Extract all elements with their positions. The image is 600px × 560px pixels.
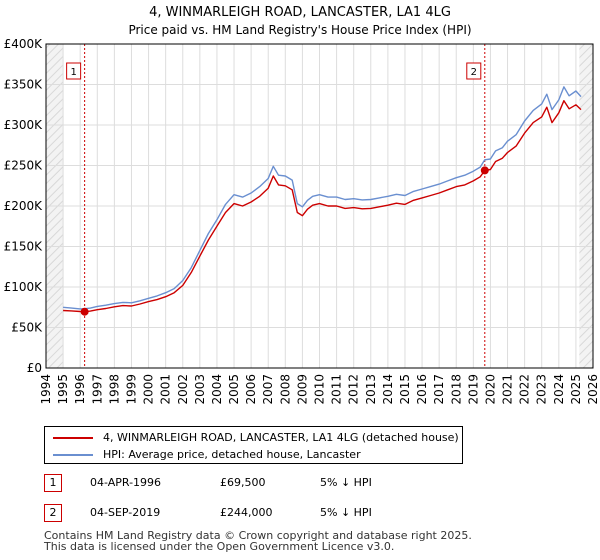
x-tick-label: 2025 <box>569 374 583 405</box>
legend-label-hpi: HPI: Average price, detached house, Lanc… <box>103 448 361 461</box>
x-tick-label: 2023 <box>535 374 549 405</box>
sale-price: £69,500 <box>220 476 266 489</box>
sale-price: £244,000 <box>220 506 273 519</box>
y-tick-label: £200K <box>4 199 44 213</box>
plot-frame <box>45 43 594 369</box>
x-tick-label: 2010 <box>313 374 327 405</box>
sale-marker-label: 2 <box>471 67 477 78</box>
chart-title: 4, WINMARLEIGH ROAD, LANCASTER, LA1 4LG <box>149 5 451 20</box>
price-chart: 4, WINMARLEIGH ROAD, LANCASTER, LA1 4LG … <box>4 5 600 405</box>
x-tick-label: 2007 <box>261 374 275 405</box>
x-tick-label: 1999 <box>124 374 138 405</box>
sale-row: 1 04-APR-1996 £69,500 5% ↓ HPI <box>44 474 584 494</box>
y-tick-label: £250K <box>4 159 44 173</box>
sale-hpi-diff: 5% ↓ HPI <box>320 506 372 519</box>
legend-swatch-property <box>53 437 93 439</box>
x-tick-label: 2014 <box>381 374 395 405</box>
x-tick-label: 2024 <box>552 374 566 405</box>
chart-subtitle: Price paid vs. HM Land Registry's House … <box>128 23 471 37</box>
x-tick-label: 2015 <box>398 374 412 405</box>
sale-number-badge: 2 <box>44 504 62 522</box>
sale-hpi-diff: 5% ↓ HPI <box>320 476 372 489</box>
sale-point <box>480 166 489 175</box>
y-tick-label: £300K <box>4 118 44 132</box>
y-tick-label: £150K <box>4 240 44 254</box>
x-tick-label: 2012 <box>347 374 361 405</box>
y-tick-label: £350K <box>4 78 44 92</box>
x-tick-label: 2013 <box>364 374 378 405</box>
sale-marker-label: 1 <box>70 67 76 78</box>
x-tick-label: 2004 <box>210 374 224 405</box>
x-tick-label: 2021 <box>501 374 515 405</box>
x-tick-label: 2011 <box>330 374 344 405</box>
x-tick-label: 2026 <box>586 374 600 405</box>
x-tick-label: 1996 <box>73 374 87 405</box>
y-tick-label: £100K <box>4 280 44 294</box>
sale-point <box>80 307 89 316</box>
y-tick-label: £400K <box>4 37 44 51</box>
sale-number-badge: 1 <box>44 474 62 492</box>
y-tick-label: £50K <box>11 321 43 335</box>
x-tick-label: 2020 <box>483 374 497 405</box>
hpi-line <box>63 86 582 310</box>
x-tick-label: 1994 <box>39 374 53 405</box>
x-tick-label: 2022 <box>518 374 532 405</box>
x-tick-label: 1995 <box>56 374 70 405</box>
legend-label-property: 4, WINMARLEIGH ROAD, LANCASTER, LA1 4LG … <box>103 431 459 444</box>
x-tick-label: 2018 <box>449 374 463 405</box>
sale-marker-box <box>66 62 82 80</box>
sale-date: 04-APR-1996 <box>90 476 162 489</box>
x-tick-label: 2008 <box>278 374 292 405</box>
x-tick-label: 2002 <box>176 374 190 405</box>
legend-swatch-hpi <box>53 454 93 456</box>
x-tick-label: 2016 <box>415 374 429 405</box>
x-tick-label: 2000 <box>142 374 156 405</box>
x-tick-label: 2005 <box>227 374 241 405</box>
property-price-line <box>63 99 582 313</box>
legend: 4, WINMARLEIGH ROAD, LANCASTER, LA1 4LG … <box>44 426 463 464</box>
x-tick-label: 2009 <box>295 374 309 405</box>
footer-attribution: Contains HM Land Registry data © Crown c… <box>44 529 472 553</box>
x-tick-label: 2017 <box>432 374 446 405</box>
sale-marker-box <box>466 62 482 80</box>
sale-row: 2 04-SEP-2019 £244,000 5% ↓ HPI <box>44 504 584 524</box>
x-tick-label: 1998 <box>107 374 121 405</box>
x-tick-label: 2019 <box>466 374 480 405</box>
x-tick-label: 2003 <box>193 374 207 405</box>
y-tick-label: £0 <box>27 361 42 375</box>
x-tick-label: 2001 <box>159 374 173 405</box>
x-tick-label: 2006 <box>244 374 258 405</box>
x-tick-label: 1997 <box>90 374 104 405</box>
sale-date: 04-SEP-2019 <box>90 506 161 519</box>
